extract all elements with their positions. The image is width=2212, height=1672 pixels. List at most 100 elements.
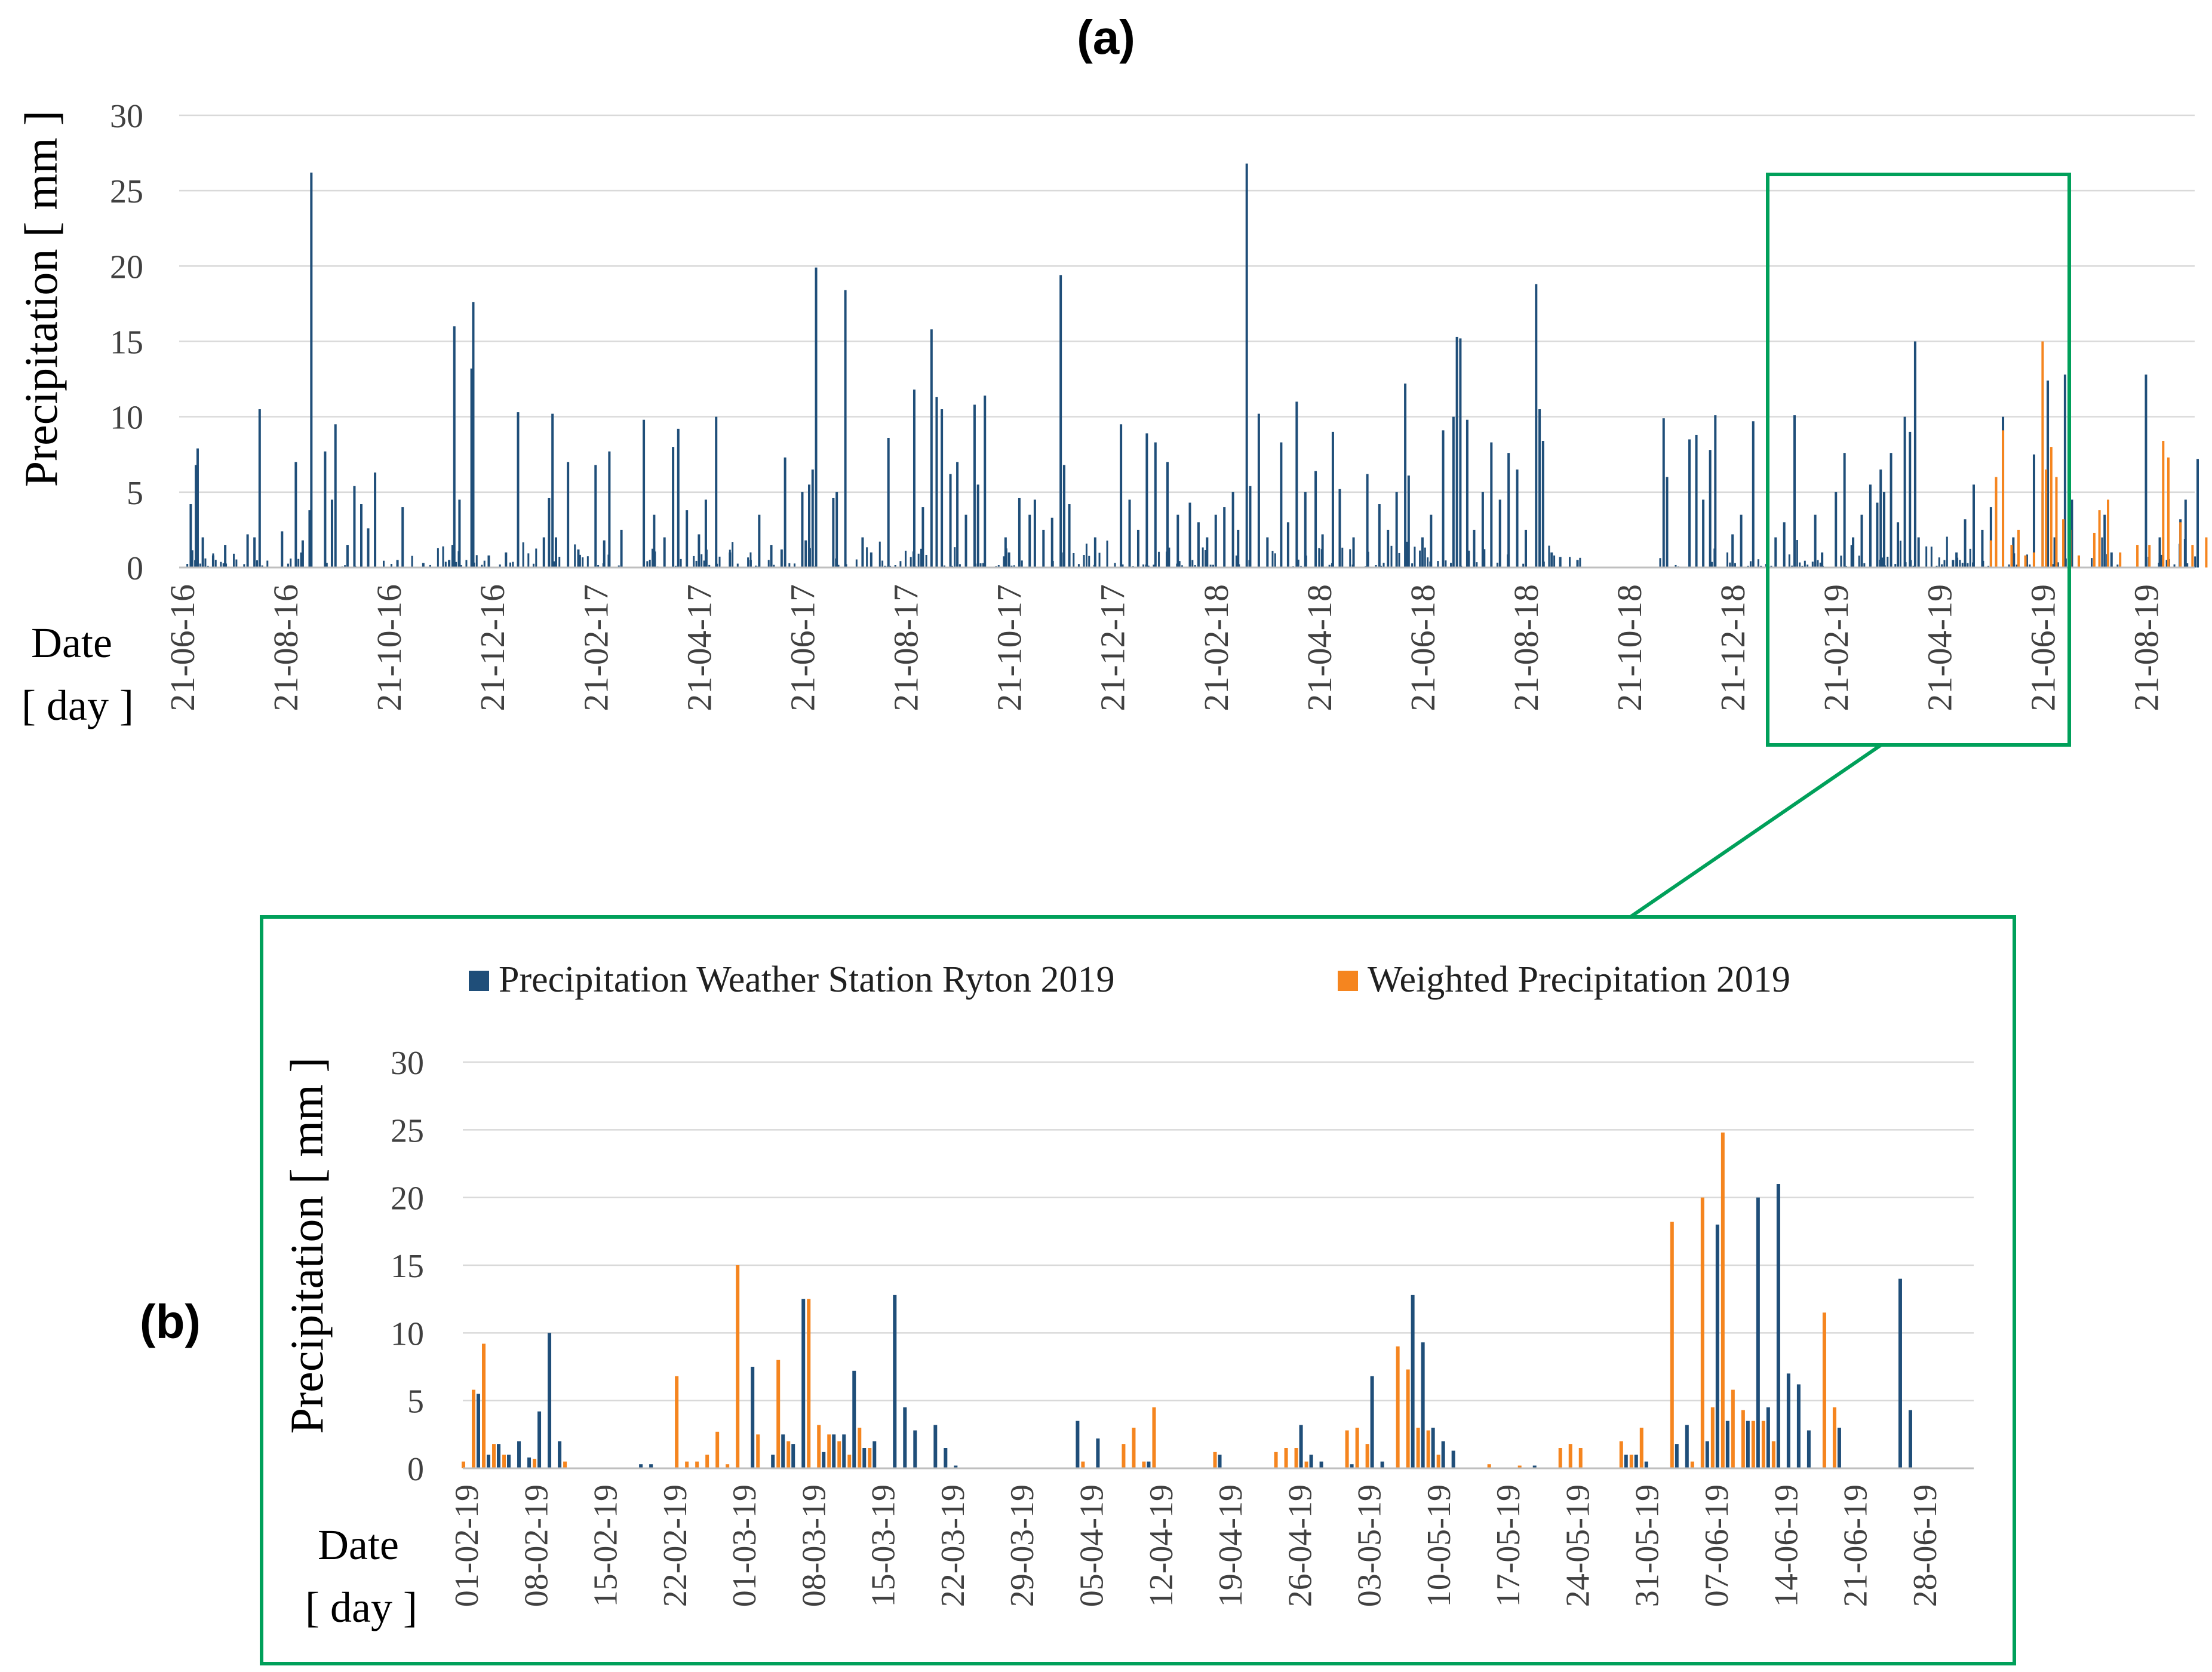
bar xyxy=(1876,502,1879,567)
bar xyxy=(1271,551,1274,567)
bar xyxy=(868,1448,872,1468)
bar xyxy=(2063,375,2066,567)
bar xyxy=(1558,1448,1562,1468)
bar xyxy=(2070,499,2073,567)
bar xyxy=(1028,514,1031,567)
bar xyxy=(1197,522,1200,567)
bar xyxy=(579,554,581,567)
bar xyxy=(1287,560,1289,567)
bar xyxy=(776,1360,781,1468)
bar xyxy=(1532,1465,1537,1468)
bar xyxy=(1206,537,1209,567)
bar xyxy=(1059,275,1062,567)
bar xyxy=(1128,499,1131,567)
bar xyxy=(390,563,392,567)
bar xyxy=(1578,1448,1583,1468)
bar xyxy=(1517,1465,1522,1468)
bar xyxy=(1274,1452,1278,1468)
panel-b-label: (b) xyxy=(140,1295,201,1348)
bar xyxy=(214,560,217,567)
bar xyxy=(344,565,346,567)
bar xyxy=(1840,556,1842,567)
bar xyxy=(716,563,718,567)
bar xyxy=(470,368,473,567)
bar xyxy=(801,492,804,567)
bar xyxy=(663,537,666,567)
bar xyxy=(1858,556,1860,567)
bar xyxy=(917,553,920,567)
bar xyxy=(1319,1461,1323,1468)
bar xyxy=(1304,492,1307,567)
bar xyxy=(643,419,646,567)
bar xyxy=(1013,565,1015,567)
bar xyxy=(451,545,454,567)
x-tick-label: 12-04-19 xyxy=(1143,1484,1180,1607)
bar xyxy=(1295,401,1298,567)
bar xyxy=(913,389,915,567)
bar xyxy=(1624,1455,1628,1468)
panel-b-station-bars xyxy=(477,1184,1912,1468)
x-tick-label: 01-03-19 xyxy=(726,1484,763,1607)
bar xyxy=(1430,514,1433,567)
y-tick-label: 25 xyxy=(110,173,143,210)
x-tick-label: 17-05-19 xyxy=(1490,1484,1527,1607)
bar xyxy=(773,565,775,567)
bar xyxy=(1690,1461,1694,1468)
bar xyxy=(1166,462,1169,567)
bar xyxy=(1989,540,1992,567)
zoom-connector-line xyxy=(1629,743,1882,919)
bar xyxy=(1821,552,1824,567)
bar xyxy=(2103,565,2106,567)
bar xyxy=(1018,562,1021,567)
bar xyxy=(201,537,204,567)
bar xyxy=(1807,565,1809,567)
bar xyxy=(517,1441,521,1468)
bar xyxy=(1320,549,1323,567)
bar xyxy=(872,1441,877,1468)
bar xyxy=(2145,375,2148,567)
bar xyxy=(1349,549,1351,567)
bar xyxy=(374,473,377,567)
panel-b-weighted-bars xyxy=(462,1132,1836,1468)
x-tick-label: 21-10-18 xyxy=(1610,584,1649,711)
x-tick-label: 21-06-17 xyxy=(783,584,822,711)
bar xyxy=(1695,434,1698,567)
bar xyxy=(462,1461,465,1468)
bar xyxy=(457,551,460,567)
y-tick-label: 20 xyxy=(391,1180,424,1217)
bar xyxy=(1904,562,1907,567)
bar xyxy=(505,552,508,567)
bar xyxy=(1559,557,1562,567)
bar xyxy=(1387,529,1390,567)
bar xyxy=(603,540,606,567)
bar xyxy=(866,547,868,567)
bar xyxy=(1328,565,1331,567)
bar xyxy=(2101,537,2103,567)
bar xyxy=(281,531,284,567)
bar xyxy=(191,550,193,567)
bar xyxy=(649,560,651,567)
bar xyxy=(855,559,858,567)
bar xyxy=(654,551,656,567)
bar xyxy=(807,1299,811,1468)
bar xyxy=(256,560,258,567)
bar xyxy=(512,562,514,567)
bar xyxy=(1204,550,1206,567)
bar xyxy=(2119,552,2122,567)
bar xyxy=(196,448,199,567)
y-tick-label: 20 xyxy=(110,249,143,286)
bar xyxy=(974,563,976,567)
bar xyxy=(2173,564,2176,567)
bar xyxy=(1314,471,1317,567)
bar xyxy=(509,562,512,567)
bar xyxy=(1731,562,1734,567)
bar xyxy=(551,413,554,567)
bar xyxy=(2029,564,2031,567)
bar xyxy=(2158,537,2161,567)
bar xyxy=(1776,1184,1780,1468)
y-tick-label: 30 xyxy=(391,1045,424,1082)
panel-b-frame xyxy=(260,915,2016,1665)
bar xyxy=(698,534,701,567)
bar xyxy=(1414,547,1416,567)
bar xyxy=(729,550,731,567)
